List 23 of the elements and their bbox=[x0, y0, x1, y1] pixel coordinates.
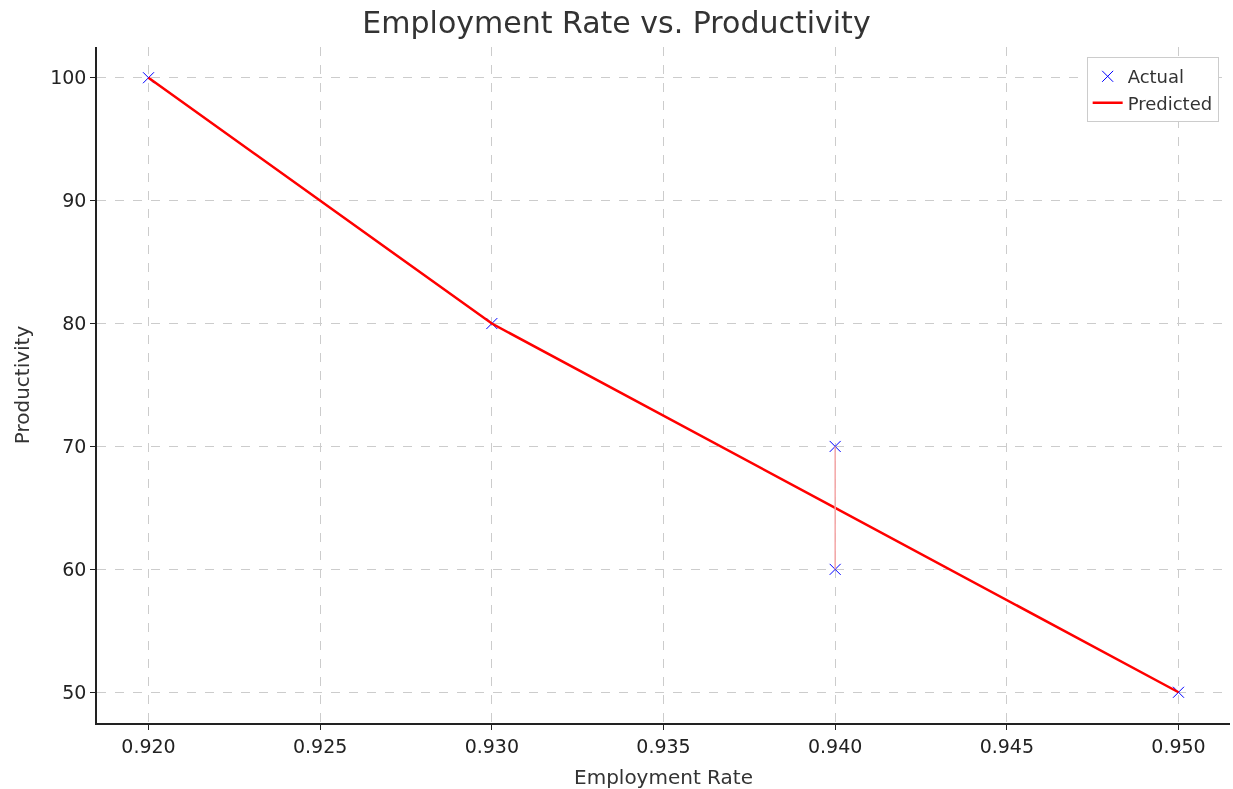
y-tick-label: 70 bbox=[62, 435, 87, 458]
x-axis-title: Employment Rate bbox=[574, 765, 753, 789]
x-tick-label: 0.945 bbox=[979, 734, 1035, 757]
x-tick-label: 0.940 bbox=[807, 734, 863, 757]
legend-label: Actual bbox=[1127, 66, 1185, 88]
chart-title: Employment Rate vs. Productivity bbox=[362, 4, 871, 40]
y-tick-label: 80 bbox=[62, 312, 87, 335]
legend-label: Predicted bbox=[1127, 92, 1213, 114]
x-tick-label: 0.950 bbox=[1151, 734, 1206, 757]
point bbox=[829, 563, 842, 576]
x-tick-label: 0.930 bbox=[464, 734, 520, 757]
point bbox=[142, 71, 155, 84]
point bbox=[829, 440, 842, 453]
x-tick-label: 0.925 bbox=[292, 734, 348, 757]
point bbox=[485, 317, 498, 330]
y-tick-label: 60 bbox=[62, 558, 87, 581]
y-tick-label: 50 bbox=[62, 680, 87, 703]
y-tick-label: 100 bbox=[50, 66, 87, 89]
x-tick-label: 0.920 bbox=[121, 734, 176, 757]
x-tick-label: 0.935 bbox=[636, 734, 691, 757]
point bbox=[1172, 686, 1185, 699]
y-axis-title: Productivity bbox=[10, 325, 35, 445]
y-tick-label: 90 bbox=[62, 189, 87, 212]
